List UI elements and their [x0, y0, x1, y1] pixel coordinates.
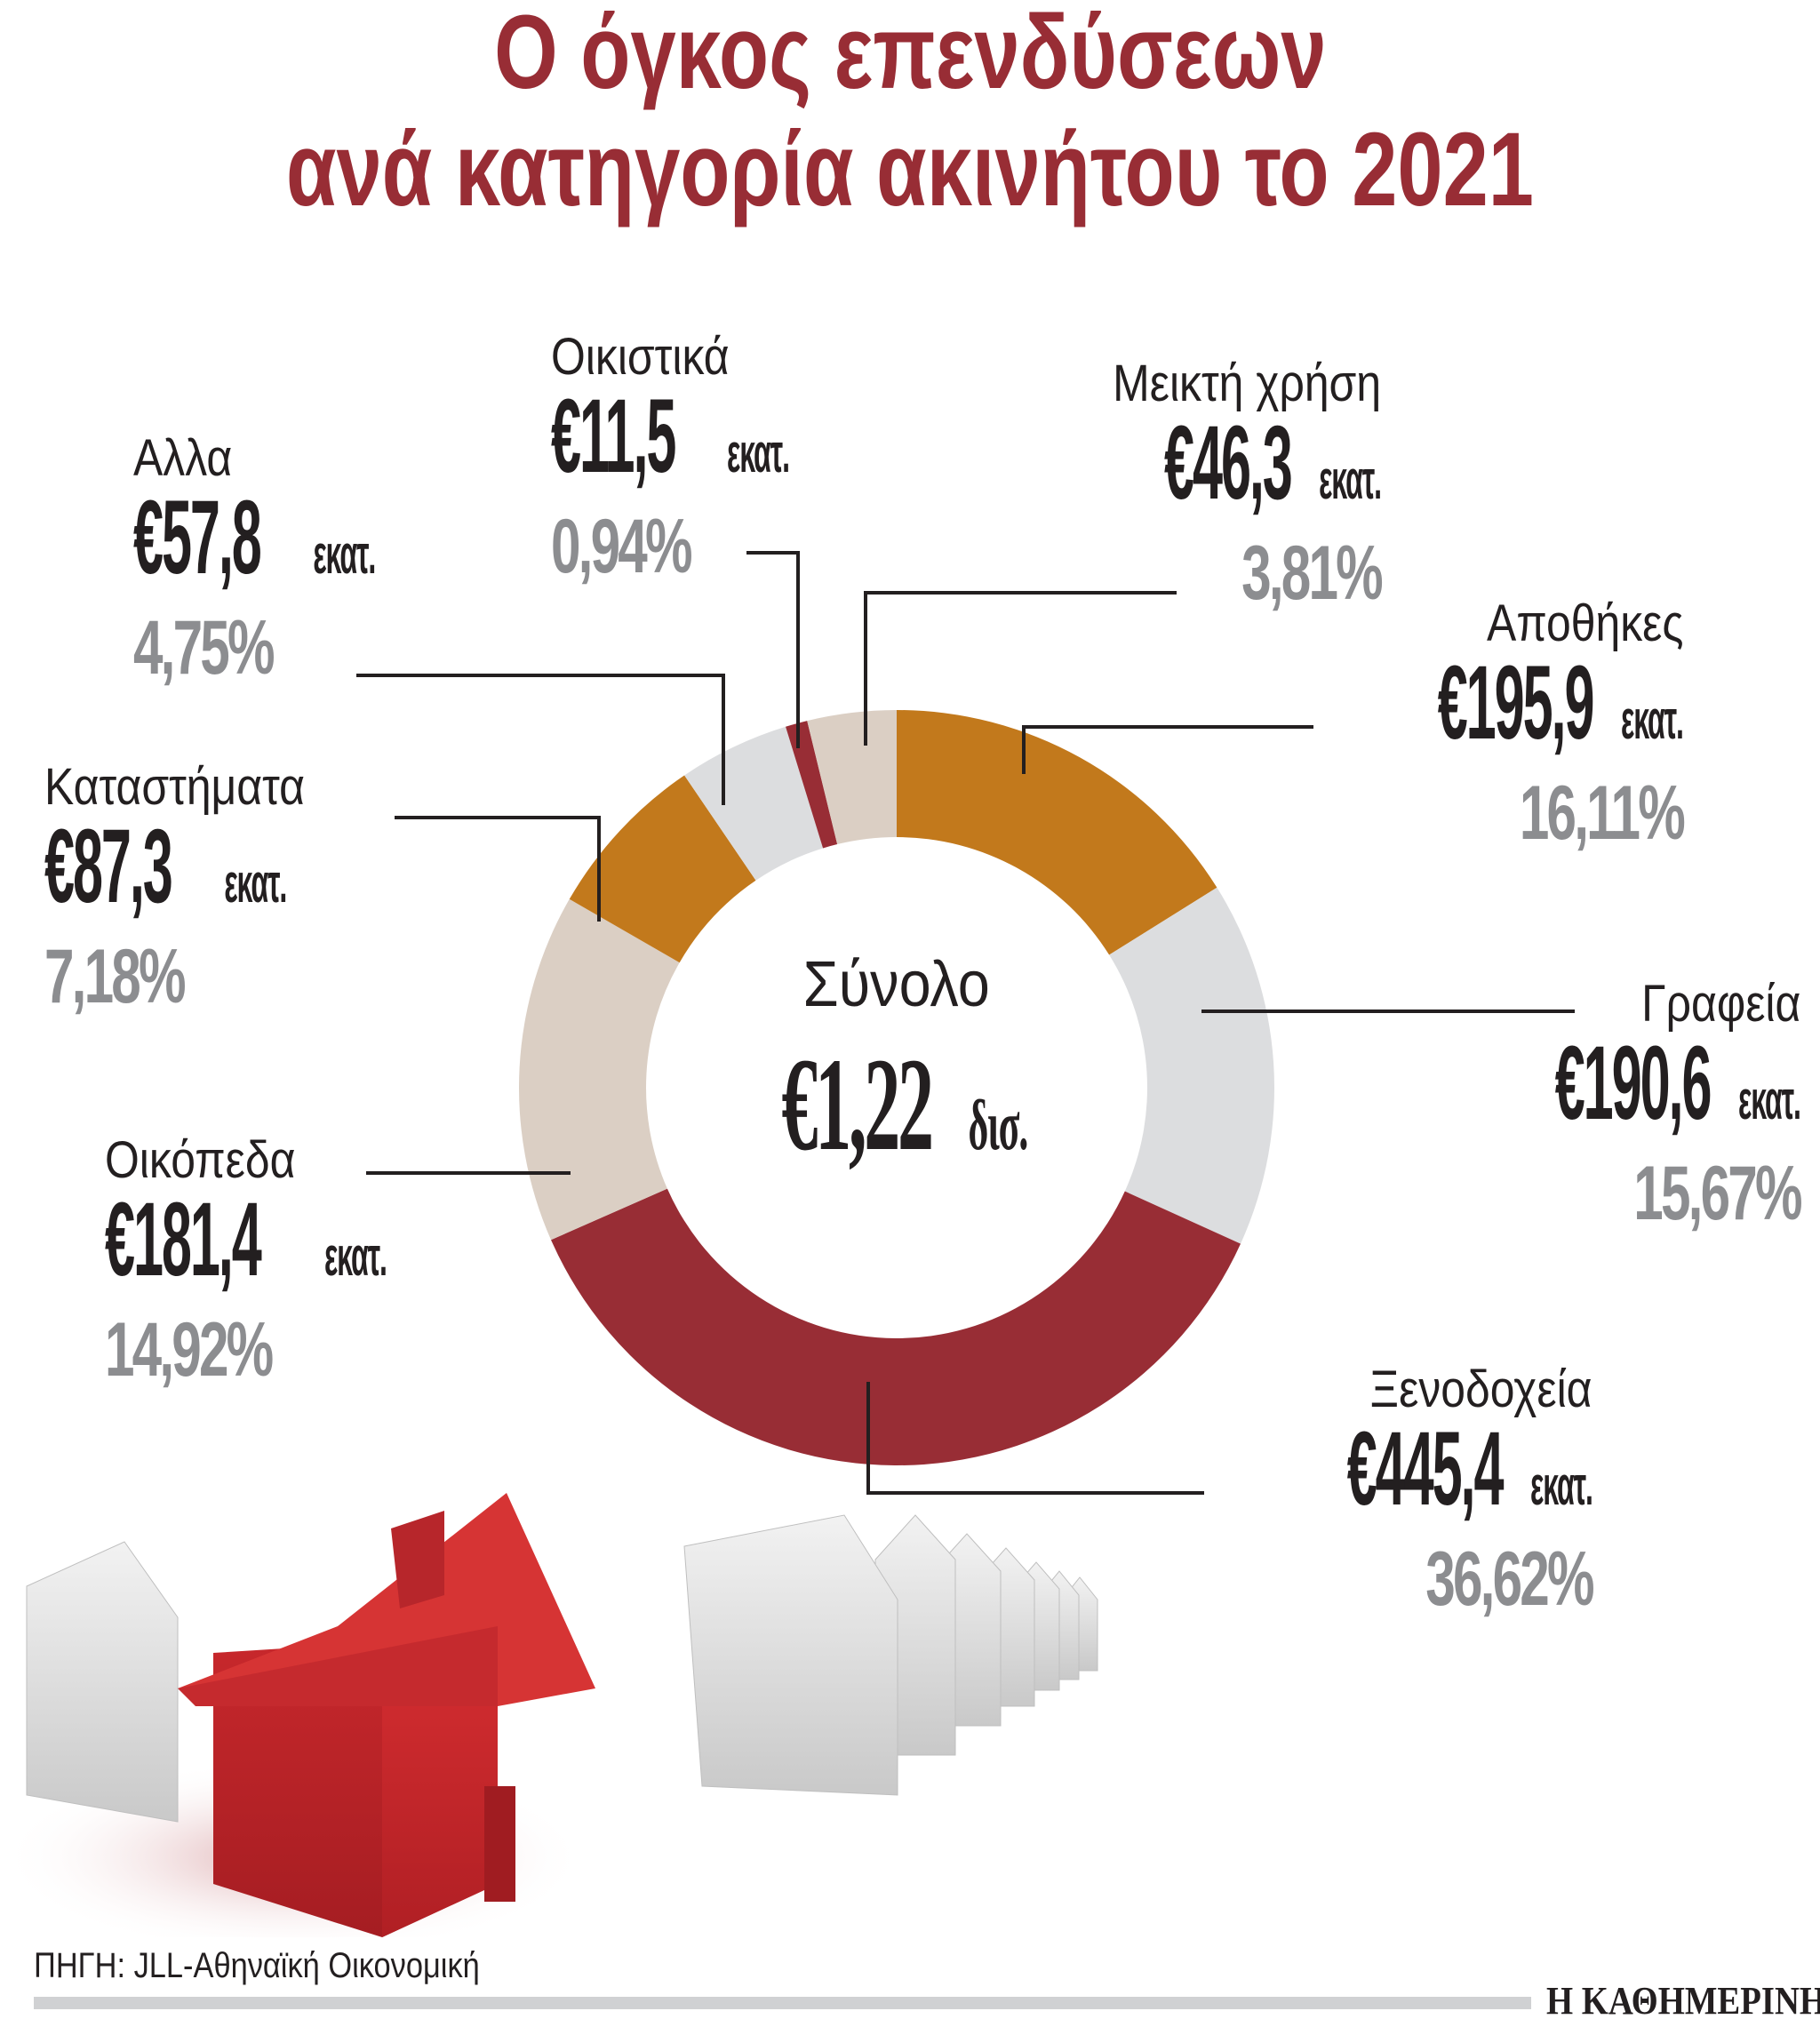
label-oikopeda-value: €181,4 εκατ. — [105, 1181, 387, 1298]
label-oikistika-value: €11,5 εκατ. — [551, 378, 790, 495]
label-katastimata-pct: 7,18% — [44, 934, 186, 1019]
label-katastimata-value: €87,3 εκατ. — [44, 808, 288, 925]
donut-slice-7 — [786, 721, 838, 849]
leader-line-alla-v — [722, 674, 725, 805]
donut-slice-5 — [569, 775, 756, 963]
label-apothikes: Αποθήκες €195,9 εκατ. 16,11% — [1258, 595, 1686, 856]
label-oikistika-name: Οικιστικά — [551, 328, 730, 386]
label-grafeia: Γραφεία €190,6 εκατ. 15,67% — [1376, 975, 1803, 1236]
label-oikopeda: Οικόπεδα €181,4 εκατ. 14,92% — [105, 1131, 530, 1393]
donut-slice-4 — [519, 898, 680, 1241]
leader-line-xenodoxeia-v — [866, 1382, 870, 1495]
label-oikistika: Οικιστικά €11,5 εκατ. 0,94% — [551, 331, 915, 587]
label-grafeia-name: Γραφεία — [1640, 975, 1800, 1033]
label-apothikes-value: €195,9 εκατ. — [1437, 644, 1684, 762]
label-meikti: Μεικτή χρήση €46,3 εκατ. 3,81% — [1011, 355, 1384, 616]
source-note: ΠΗΓΗ: JLL-Αθηναϊκή Οικονομική — [34, 1946, 480, 1985]
publisher-logo: Η ΚΑΘΗΜΕΡΙΝΗ — [1546, 1979, 1820, 2023]
label-oikopeda-pct: 14,92% — [105, 1307, 274, 1393]
label-apothikes-name: Αποθήκες — [1486, 595, 1683, 652]
label-alla-pct: 4,75% — [133, 605, 275, 690]
leader-line-katastimata-v — [597, 816, 601, 922]
label-alla-value: €57,8 εκατ. — [133, 479, 377, 596]
label-xenodoxeia-pct: 36,62% — [1425, 1536, 1595, 1622]
leader-line-apothikes-v — [1022, 725, 1026, 774]
leader-line-oikistika-v — [796, 551, 800, 748]
donut-slice-2 — [1109, 887, 1274, 1244]
donut-slice-3 — [551, 1188, 1241, 1465]
label-grafeia-value: €190,6 εκατ. — [1554, 1025, 1801, 1142]
label-meikti-pct: 3,81% — [1241, 531, 1383, 616]
label-xenodoxeia-value: €445,4 εκατ. — [1346, 1410, 1593, 1528]
label-meikti-value: €46,3 εκατ. — [1163, 404, 1382, 522]
label-xenodoxeia: Ξενοδοχεία €445,4 εκατ. 36,62% — [1168, 1361, 1595, 1622]
donut-slice-1 — [897, 710, 1217, 955]
label-oikistika-pct: 0,94% — [551, 504, 692, 589]
leader-line-oikistika-h — [746, 551, 800, 555]
label-katastimata-name: Καταστήματα — [44, 758, 305, 816]
label-apothikes-pct: 16,11% — [1519, 770, 1686, 856]
donut-slice-8 — [807, 710, 897, 845]
leader-line-xenodoxeia-h — [866, 1491, 1204, 1495]
footer-rule — [34, 1997, 1531, 2009]
leader-line-meikti-v — [864, 591, 867, 746]
label-oikopeda-name: Οικόπεδα — [105, 1131, 296, 1189]
label-katastimata: Καταστήματα €87,3 εκατ. 7,18% — [44, 758, 414, 1019]
label-alla-name: Αλλα — [133, 429, 233, 487]
leader-line-meikti-h — [866, 591, 1177, 595]
donut-center-label: Σύνολο — [802, 949, 991, 1020]
leader-line-katastimata-h — [395, 816, 601, 819]
leader-line-grafeia — [1201, 1010, 1575, 1013]
leader-line-alla-h — [356, 674, 725, 677]
houses-illustration — [0, 1493, 1098, 1937]
donut-slices — [519, 710, 1274, 1465]
donut-chart — [519, 710, 1274, 1465]
chart-title-line-1: Ο όγκος επενδύσεων — [493, 0, 1327, 111]
donut-center-total: €1,22 δισ. — [781, 1031, 1029, 1178]
label-alla: Αλλα €57,8 εκατ. 4,75% — [133, 429, 503, 690]
label-grafeia-pct: 15,67% — [1633, 1151, 1803, 1236]
grey-houses-row — [26, 1514, 1098, 1823]
donut-slice-6 — [684, 726, 824, 881]
leader-line-apothikes-h — [1024, 725, 1313, 729]
leader-line-oikopeda — [366, 1171, 571, 1175]
chart-title-line-2: ανά κατηγορία ακινήτου το 2021 — [286, 111, 1534, 228]
label-meikti-name: Μεικτή χρήση — [1113, 355, 1381, 412]
red-house — [178, 1493, 595, 1937]
label-xenodoxeia-name: Ξενοδοχεία — [1370, 1361, 1592, 1418]
